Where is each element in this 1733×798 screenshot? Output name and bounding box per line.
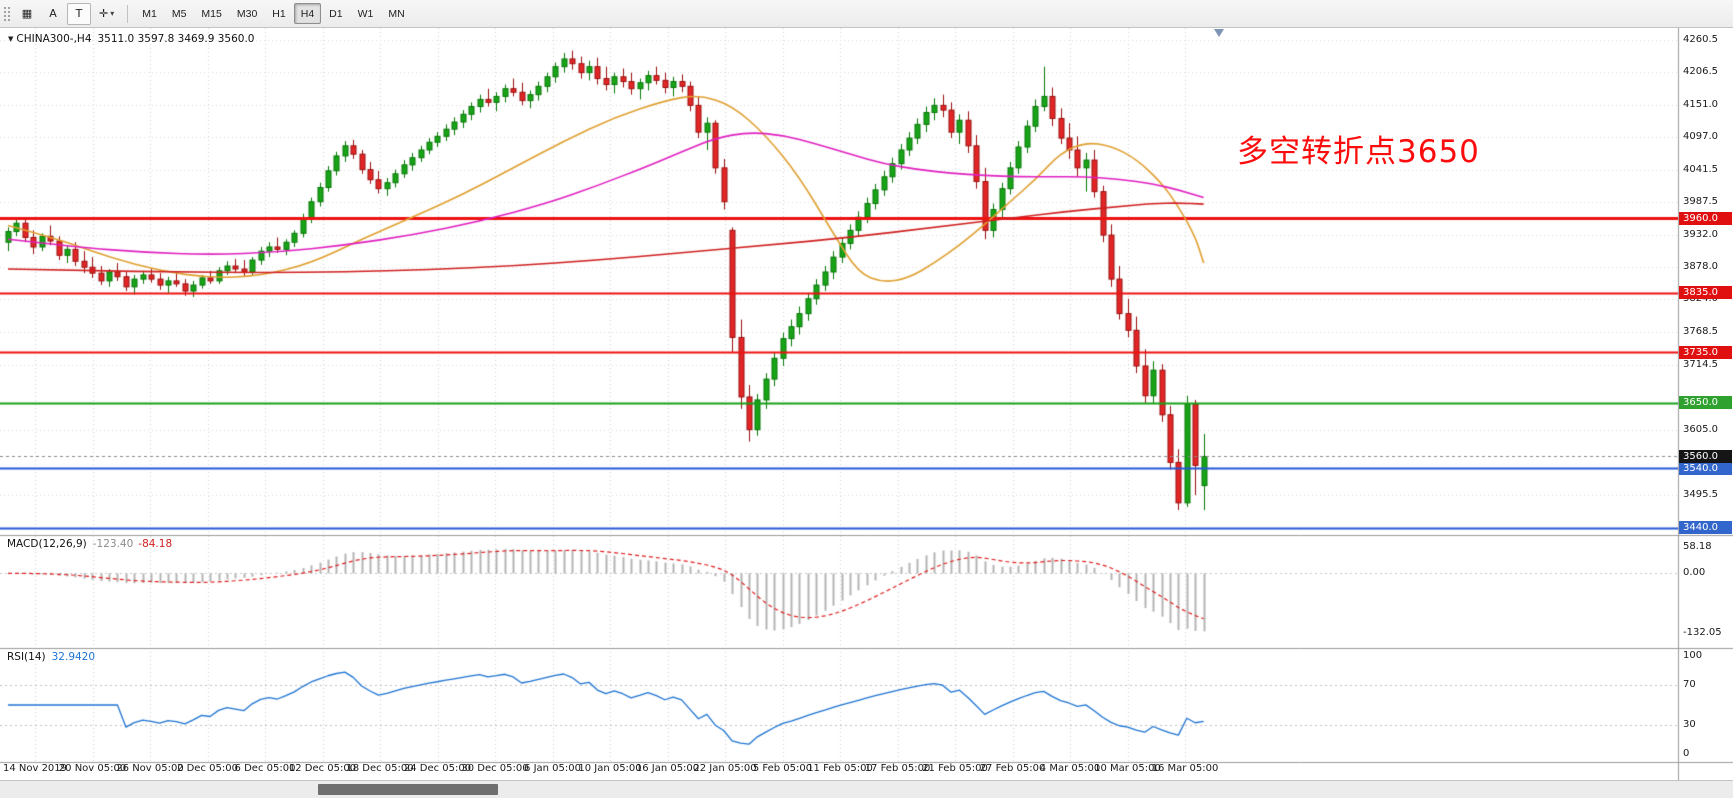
timeframe-button-h4[interactable]: H4 bbox=[293, 3, 322, 24]
time-axis-label: 6 Dec 05:00 bbox=[234, 763, 296, 774]
cursor-tool-button[interactable]: A bbox=[41, 3, 65, 25]
time-axis-label: 16 Jan 05:00 bbox=[635, 763, 700, 774]
time-axis-label: 20 Nov 05:00 bbox=[58, 763, 127, 774]
chart-shift-marker-icon bbox=[1214, 29, 1224, 37]
timeframe-button-m30[interactable]: M30 bbox=[230, 3, 264, 24]
price-axis-label: 4041.5 bbox=[1683, 163, 1718, 175]
rsi-axis-label: 100 bbox=[1683, 649, 1703, 661]
rsi-value: 32.9420 bbox=[51, 651, 96, 663]
time-axis-label: 10 Jan 05:00 bbox=[578, 763, 642, 774]
timeframe-button-m15[interactable]: M15 bbox=[194, 3, 228, 24]
time-axis-label: 4 Mar 05:00 bbox=[1039, 763, 1101, 774]
time-axis-label: 21 Feb 05:00 bbox=[922, 763, 988, 774]
scrollbar-thumb[interactable] bbox=[318, 784, 498, 795]
price-axis-label: 3987.5 bbox=[1683, 196, 1718, 208]
crosshair-tool-button[interactable]: ✛ ▾ bbox=[93, 3, 120, 25]
text-tool-label: T bbox=[75, 7, 83, 20]
price-badge-3835.0: 3835.0 bbox=[1679, 286, 1732, 300]
text-tool-button[interactable]: T bbox=[67, 2, 91, 25]
time-axis-label: 6 Jan 05:00 bbox=[524, 763, 581, 774]
time-axis-label: 12 Dec 05:00 bbox=[288, 763, 357, 774]
timeframe-button-m5[interactable]: M5 bbox=[165, 3, 194, 24]
time-axis-label: 5 Feb 05:00 bbox=[752, 763, 813, 774]
timeframe-group: M1 M5 M15 M30 H1 H4 D1 W1 MN bbox=[135, 3, 411, 24]
time-axis-label: 27 Feb 05:00 bbox=[979, 763, 1046, 774]
price-axis-label: 3768.5 bbox=[1683, 326, 1718, 338]
time-axis-label: 24 Dec 05:00 bbox=[403, 763, 472, 774]
price-axis-label: 4097.0 bbox=[1683, 130, 1718, 142]
price-axis-label: 3878.0 bbox=[1683, 261, 1718, 273]
rsi-pane-label: RSI(14) 32.9420 bbox=[7, 651, 95, 663]
dropdown-caret-icon: ▾ bbox=[110, 9, 115, 18]
time-axis-label: 16 Mar 05:00 bbox=[1151, 763, 1219, 774]
chart-canvas[interactable] bbox=[0, 28, 1733, 780]
crosshair-icon: ✛ bbox=[99, 7, 109, 20]
cursor-a-label: A bbox=[49, 7, 57, 20]
timeframe-button-d1[interactable]: D1 bbox=[322, 3, 349, 24]
timeframe-button-h1[interactable]: H1 bbox=[265, 3, 292, 24]
price-axis-label: 3714.5 bbox=[1683, 358, 1718, 370]
time-axis-label: 22 Jan 05:00 bbox=[693, 763, 757, 774]
macd-pane-label: MACD(12,26,9) -123.40 -84.18 bbox=[7, 538, 172, 550]
price-axis-label: 4260.5 bbox=[1683, 33, 1718, 45]
symbol-dropdown-icon: ▼ bbox=[8, 35, 14, 43]
toolbar-grip[interactable] bbox=[3, 4, 10, 23]
grid-icon: ▦ bbox=[21, 7, 33, 20]
price-badge-3540.0: 3540.0 bbox=[1679, 461, 1732, 475]
time-axis-label: 17 Feb 05:00 bbox=[864, 763, 931, 774]
timeframe-button-mn[interactable]: MN bbox=[381, 3, 411, 24]
horizontal-scrollbar[interactable] bbox=[0, 780, 1733, 798]
time-axis-label: 10 Mar 05:00 bbox=[1094, 763, 1161, 774]
time-axis-label: 18 Dec 05:00 bbox=[346, 763, 414, 774]
chart-title: ▼ CHINA300-,H4 3511.0 3597.8 3469.9 3560.0 bbox=[8, 33, 254, 45]
price-badge-3650.0: 3650.0 bbox=[1679, 396, 1732, 410]
price-badge-3735.0: 3735.0 bbox=[1679, 345, 1732, 359]
price-badge-3440.0: 3440.0 bbox=[1679, 521, 1732, 535]
price-axis-label: 4151.0 bbox=[1683, 98, 1718, 110]
current-price-badge: 3560.0 bbox=[1679, 449, 1732, 463]
macd-name: MACD(12,26,9) bbox=[7, 538, 87, 550]
time-axis-label: 2 Dec 05:00 bbox=[177, 763, 238, 774]
toolbar-separator bbox=[127, 4, 129, 23]
rsi-name: RSI(14) bbox=[7, 651, 46, 663]
timeframe-button-w1[interactable]: W1 bbox=[351, 3, 381, 24]
chart-grid-button[interactable]: ▦ bbox=[15, 3, 39, 25]
rsi-axis-label: 0 bbox=[1683, 748, 1690, 760]
time-axis-label: 14 Nov 2019 bbox=[2, 763, 68, 774]
price-axis-label: 3605.0 bbox=[1683, 423, 1718, 435]
time-axis-label: 11 Feb 05:00 bbox=[807, 763, 873, 774]
rsi-axis-label: 30 bbox=[1683, 718, 1696, 730]
rsi-axis-label: 70 bbox=[1683, 679, 1696, 691]
macd-signal-value: -84.18 bbox=[138, 538, 173, 550]
macd-main-value: -123.40 bbox=[92, 538, 134, 550]
toolbar: ▦ A T ✛ ▾ M1 M5 M15 M30 H1 H4 D1 W1 MN bbox=[0, 0, 1733, 28]
symbol-period-label: CHINA300-,H4 bbox=[16, 33, 92, 45]
macd-axis-label: -132.05 bbox=[1683, 627, 1722, 639]
ohlc-label: 3511.0 3597.8 3469.9 3560.0 bbox=[97, 33, 255, 45]
price-badge-3960.0: 3960.0 bbox=[1679, 211, 1732, 225]
price-axis-label: 3932.0 bbox=[1683, 229, 1718, 241]
time-axis-label: 30 Dec 05:00 bbox=[461, 763, 529, 774]
time-axis-label: 26 Nov 05:00 bbox=[116, 763, 184, 774]
timeframe-button-m1[interactable]: M1 bbox=[135, 3, 164, 24]
price-axis-label: 3495.5 bbox=[1683, 488, 1718, 500]
macd-axis-label: 0.00 bbox=[1683, 567, 1706, 579]
price-axis-label: 4206.5 bbox=[1683, 65, 1718, 77]
chart-annotation-text: 多空转折点3650 bbox=[1237, 134, 1480, 170]
macd-axis-label: 58.18 bbox=[1683, 541, 1712, 553]
